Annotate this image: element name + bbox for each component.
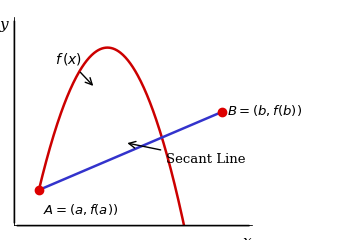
Text: x: x [243, 235, 252, 240]
Text: Secant Line: Secant Line [129, 141, 246, 166]
Text: y: y [0, 18, 8, 32]
Text: $B = \left(b,f\left(b\right)\right)$: $B = \left(b,f\left(b\right)\right)$ [228, 103, 302, 118]
Text: $f\,(x)$: $f\,(x)$ [55, 51, 92, 85]
Text: $A = \left(a,f\left(a\right)\right)$: $A = \left(a,f\left(a\right)\right)$ [42, 202, 118, 217]
